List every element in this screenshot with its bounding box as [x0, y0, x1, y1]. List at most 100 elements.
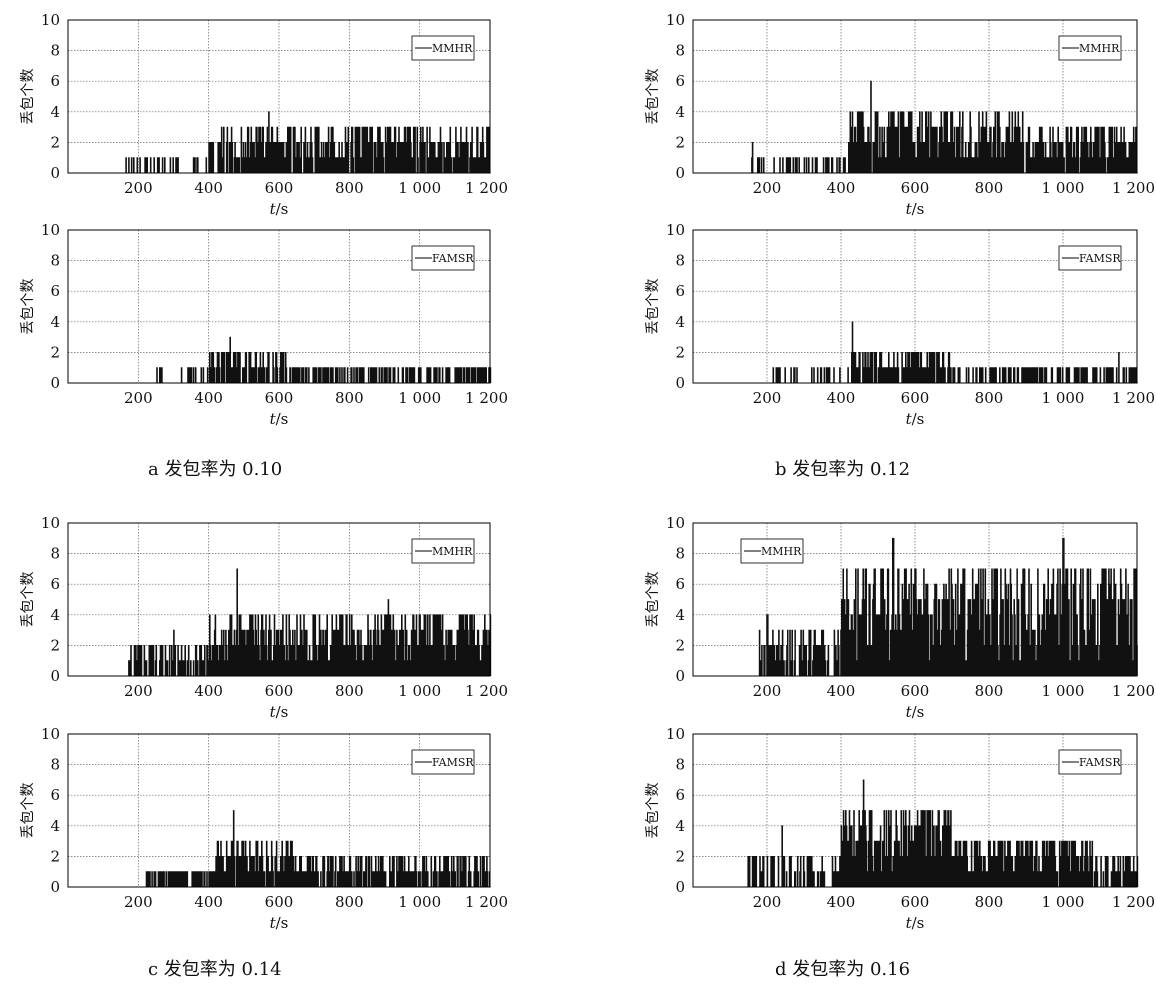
series-line-famsr [744, 779, 1139, 888]
y-tick-label: 4 [675, 103, 685, 121]
x-tick-label: 800 [975, 893, 1004, 911]
subplot-c-famsr: 0 2 4 6 8 10 200 400 600 800 1 000 1 200 t/s 丢包个数 FAMS… [20, 725, 508, 932]
y-tick-label: 8 [50, 545, 60, 563]
y-tick-label: 4 [675, 606, 685, 624]
y-tick-label: 6 [50, 282, 60, 300]
subplot-b-mmhr: 0 2 4 6 8 10 200 400 600 800 1 000 1 200 t/s 丢包个数 MMHR [645, 11, 1155, 218]
y-axis-label: 丢包个数 [645, 279, 661, 335]
x-tick-label: 400 [194, 893, 223, 911]
y-tick-label: 0 [675, 374, 685, 392]
x-tick-label: 1 000 [398, 389, 441, 407]
x-tick-label: 800 [335, 682, 364, 700]
x-tick-label: 200 [753, 893, 782, 911]
x-tick-label: 1 200 [465, 389, 508, 407]
y-axis-label: 丢包个数 [20, 279, 36, 335]
x-tick-label: 800 [335, 389, 364, 407]
plot-frame [67, 229, 491, 384]
x-tick-label: 400 [827, 389, 856, 407]
series-line-famsr [155, 336, 492, 384]
y-tick-label: 2 [50, 343, 60, 361]
y-tick-label: 8 [675, 545, 685, 563]
legend-label: FAMSR [1079, 252, 1121, 265]
legend-label: FAMSR [1079, 756, 1121, 769]
series-line-mmhr [748, 80, 1138, 174]
legend-label: MMHR [761, 545, 802, 558]
x-tick-label: 400 [827, 893, 856, 911]
y-axis-label: 丢包个数 [20, 69, 36, 125]
x-tick-label: 400 [194, 179, 223, 197]
x-tick-label: 800 [975, 179, 1004, 197]
x-axis-label: t/s [906, 410, 925, 428]
x-tick-label: 600 [901, 389, 930, 407]
x-tick-label: 600 [901, 682, 930, 700]
legend: MMHR [1058, 35, 1122, 61]
y-tick-label: 2 [675, 343, 685, 361]
subplot-a-famsr: 0 2 4 6 8 10 200 400 600 800 1 000 1 200 t/s 丢包个数 FAMS… [20, 221, 508, 428]
y-tick-label: 8 [675, 252, 685, 270]
y-axis-label: 丢包个数 [20, 783, 36, 839]
y-tick-label: 4 [50, 103, 60, 121]
y-tick-label: 8 [50, 252, 60, 270]
x-tick-label: 1 200 [1112, 682, 1155, 700]
y-tick-label: 8 [675, 756, 685, 774]
y-tick-label: 4 [675, 313, 685, 331]
x-tick-label: 400 [194, 389, 223, 407]
y-tick-label: 6 [675, 786, 685, 804]
y-tick-label: 0 [675, 878, 685, 896]
x-axis-label: t/s [270, 410, 289, 428]
x-tick-label: 600 [265, 389, 294, 407]
y-tick-label: 0 [50, 164, 60, 182]
x-tick-label: 400 [194, 682, 223, 700]
x-tick-label: 800 [975, 682, 1004, 700]
x-tick-label: 600 [265, 682, 294, 700]
y-tick-label: 8 [675, 42, 685, 60]
x-tick-label: 200 [124, 179, 153, 197]
plot-frame [67, 522, 491, 677]
y-tick-label: 2 [675, 847, 685, 865]
x-tick-label: 1 200 [465, 893, 508, 911]
legend: MMHR [411, 538, 475, 564]
x-tick-label: 200 [753, 179, 782, 197]
subplot-c-mmhr: 0 2 4 6 8 10 200 400 600 800 1 000 1 200 t/s 丢包个数 MMHR [20, 514, 508, 721]
legend-label: FAMSR [432, 756, 474, 769]
y-tick-label: 0 [675, 164, 685, 182]
legend-label: MMHR [432, 545, 473, 558]
y-tick-label: 8 [50, 42, 60, 60]
y-axis-label: 丢包个数 [645, 69, 661, 125]
plot-frame [67, 19, 491, 174]
y-tick-label: 10 [41, 221, 60, 239]
x-tick-label: 1 000 [1042, 682, 1085, 700]
y-tick-label: 10 [666, 11, 685, 29]
caption-c: c 发包率为 0.14 [148, 959, 282, 980]
y-tick-label: 10 [666, 514, 685, 532]
legend: FAMSR [1058, 749, 1121, 775]
series-line-famsr [145, 810, 491, 888]
legend-label: MMHR [1079, 42, 1120, 55]
y-tick-label: 2 [50, 847, 60, 865]
y-tick-label: 4 [50, 817, 60, 835]
y-axis-label: 丢包个数 [645, 783, 661, 839]
y-tick-label: 10 [41, 514, 60, 532]
x-tick-label: 1 200 [1112, 179, 1155, 197]
x-axis-label: t/s [270, 200, 289, 218]
y-tick-label: 6 [675, 282, 685, 300]
x-tick-label: 1 200 [1112, 389, 1155, 407]
x-tick-label: 1 000 [1042, 179, 1085, 197]
y-tick-label: 10 [666, 221, 685, 239]
legend-box [411, 749, 475, 775]
x-tick-label: 1 200 [465, 179, 508, 197]
x-axis-label: t/s [906, 703, 925, 721]
legend: FAMSR [411, 749, 475, 775]
y-tick-label: 6 [50, 72, 60, 90]
y-tick-label: 6 [675, 575, 685, 593]
y-tick-label: 10 [41, 11, 60, 29]
y-tick-label: 10 [41, 725, 60, 743]
x-tick-label: 1 200 [1112, 893, 1155, 911]
x-tick-label: 200 [124, 893, 153, 911]
x-tick-label: 400 [827, 682, 856, 700]
x-tick-label: 800 [975, 389, 1004, 407]
x-tick-label: 600 [265, 893, 294, 911]
x-axis-label: t/s [270, 914, 289, 932]
